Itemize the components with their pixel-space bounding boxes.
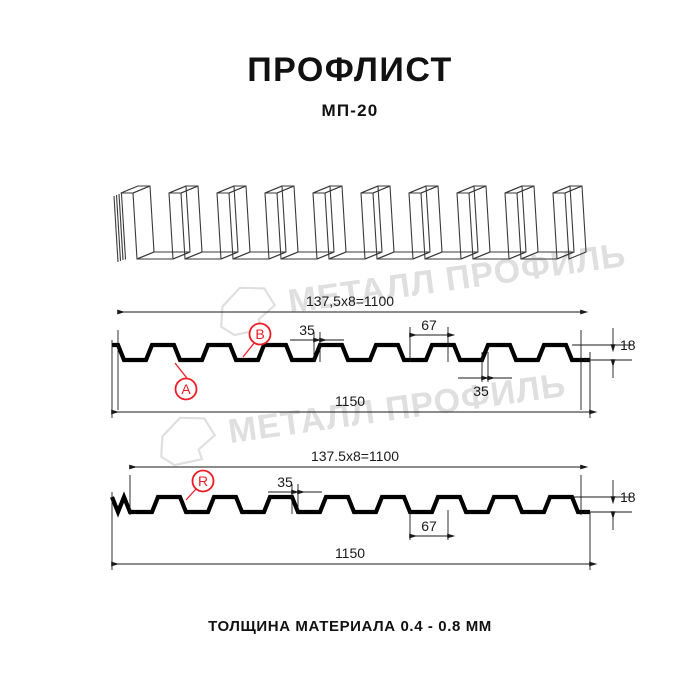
marker-r: R (185, 469, 215, 501)
watermark-text: МЕТАЛЛ ПРОФИЛЬ (226, 366, 569, 451)
dimension-flat-35-top (290, 332, 344, 362)
dimension-flat-35-bottom (268, 484, 322, 514)
dimension-label-total-width-bottom: 1150 (335, 545, 365, 561)
profile-outline-top (112, 342, 590, 363)
dimension-label-height-18-bottom: 18 (620, 489, 636, 505)
sheet-edge-thickness (113, 193, 127, 263)
material-thickness-note: ТОЛЩИНА МАТЕРИАЛА 0.4 - 0.8 ММ (208, 618, 492, 635)
watermark-logo-icon (220, 286, 277, 337)
dimension-label-rib-top-67-bottom: 67 (421, 518, 437, 534)
footer-block: ТОЛЩИНА МАТЕРИАЛА 0.4 - 0.8 ММ (0, 618, 700, 635)
dimension-height-18-top (572, 328, 632, 378)
cross-section-a-b: 137,5x8=1100 1150 35 67 (111, 293, 636, 418)
marker-r-label: R (198, 473, 208, 489)
dimension-label-rib-top-67: 67 (421, 317, 437, 333)
dimension-total-width-bottom (111, 492, 598, 570)
dimension-rib-top-67 (409, 327, 456, 362)
page-title: ПРОФЛИСТ (247, 51, 453, 89)
cross-section-r: 137.5x8=1100 1150 35 67 (110, 448, 636, 570)
dimension-label-flat-35-lower-top: 35 (473, 383, 489, 399)
dimension-label-working-width-top: 137,5x8=1100 (306, 293, 394, 309)
dimension-rib-top-67-bottom (409, 510, 456, 540)
dimension-label-flat-35-top: 35 (299, 322, 315, 338)
watermark-logo-icon (160, 416, 217, 467)
watermark-group: МЕТАЛЛ ПРОФИЛЬ МЕТАЛЛ ПРОФИЛЬ (160, 236, 628, 467)
dimension-working-width-bottom (129, 464, 589, 515)
dimension-label-total-width-top: 1150 (335, 393, 365, 409)
dimension-label-height-18-top: 18 (620, 337, 636, 353)
dimension-height-18-bottom (572, 480, 632, 530)
dimension-total-width-top (111, 340, 598, 418)
profiled-sheet-isometric (113, 185, 587, 263)
model-subtitle: МП-20 (321, 101, 379, 121)
marker-b-label: B (255, 326, 264, 342)
marker-a-label: A (181, 381, 191, 397)
marker-b: B (242, 322, 272, 358)
dimension-working-width-top (117, 309, 589, 410)
marker-a: A (174, 362, 198, 401)
dimension-label-flat-35-bottom: 35 (277, 474, 293, 490)
isometric-rib-units (120, 185, 587, 260)
title-block: ПРОФЛИСТ МП-20 (0, 51, 700, 121)
profile-outline-bottom (110, 491, 590, 518)
dimension-flat-35-lower-top (458, 352, 512, 382)
dimension-label-working-width-bottom: 137.5x8=1100 (311, 448, 399, 464)
